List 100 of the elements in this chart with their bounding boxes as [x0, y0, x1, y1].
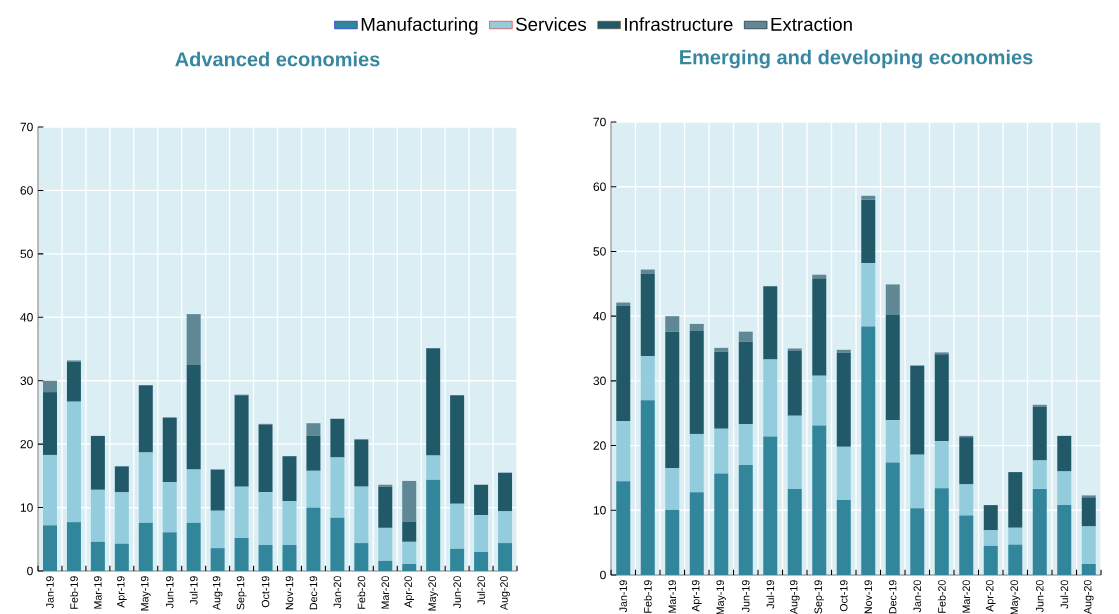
bar: [90, 435, 105, 490]
bar: [498, 472, 513, 512]
bar: [498, 543, 513, 571]
bar: [162, 417, 177, 483]
bar: [616, 420, 631, 482]
bar: [983, 505, 998, 531]
bar: [885, 462, 900, 575]
bar: [474, 484, 489, 516]
bar: [306, 470, 321, 508]
bar: [1008, 527, 1023, 545]
y-tick-label: 40: [20, 313, 33, 322]
x-tick-label: May-20: [428, 576, 439, 611]
bar: [114, 543, 129, 571]
y-tick-label: 60: [593, 182, 606, 191]
bar: [354, 439, 369, 487]
x-tick-label: May-20: [1010, 580, 1021, 614]
x-tick-label: Apr-19: [117, 576, 127, 608]
bar: [138, 522, 153, 571]
x-tick-label: Mar-20: [962, 580, 971, 613]
bar: [330, 457, 345, 518]
bar: [861, 195, 876, 200]
bar: [210, 510, 225, 549]
bar: [138, 385, 153, 453]
bar: [210, 548, 225, 571]
bar: [1081, 564, 1096, 575]
y-tick-label: 10: [593, 506, 606, 515]
legend-label: Infrastructure: [625, 17, 733, 31]
bar: [763, 286, 778, 360]
x-tick-label: Oct-19: [261, 576, 270, 608]
bar: [66, 401, 81, 523]
bar: [306, 435, 321, 471]
x-tick-label: Jul-19: [766, 580, 775, 609]
bar: [714, 428, 729, 474]
x-tick-label: Oct-19: [839, 580, 848, 612]
x-tick-label: Jan-20: [913, 580, 922, 613]
chart-title: Advanced economies: [175, 51, 380, 67]
x-tick-label: Jun-19: [165, 576, 174, 609]
bar: [186, 522, 201, 571]
bar: [306, 423, 321, 436]
bar: [812, 375, 827, 426]
y-tick-label: 20: [593, 441, 606, 450]
bar: [234, 538, 249, 571]
legend-label: Manufacturing: [361, 17, 478, 35]
bar: [90, 541, 105, 571]
bar: [474, 515, 489, 552]
bar: [186, 469, 201, 523]
bar: [861, 199, 876, 264]
y-tick-label: 50: [593, 247, 606, 256]
bar: [689, 331, 704, 434]
chart-title: Emerging and developing economies: [680, 49, 1033, 69]
bar: [1032, 460, 1047, 489]
bar: [616, 302, 631, 306]
bar: [689, 492, 704, 575]
x-tick-label: Mar-19: [94, 576, 102, 609]
x-tick-label: Jan-19: [46, 576, 54, 609]
x-tick-label: Jul-19: [189, 576, 198, 605]
x-tick-label: Sep-19: [236, 576, 247, 610]
bar: [616, 481, 631, 575]
bar: [983, 545, 998, 575]
bar: [426, 479, 441, 571]
x-tick-label: Jul-20: [1060, 580, 1069, 609]
bar: [738, 341, 753, 425]
bar: [42, 525, 57, 571]
bar: [934, 488, 949, 575]
x-tick-label: Nov-19: [864, 580, 873, 614]
bar: [812, 425, 827, 575]
x-tick-label: Aug-19: [212, 576, 223, 611]
bar: [450, 395, 465, 504]
y-tick-label: 70: [593, 117, 606, 127]
bar: [210, 469, 225, 511]
bar: [983, 530, 998, 546]
bar: [787, 348, 802, 352]
bar: [1081, 526, 1096, 564]
y-tick-label: 10: [20, 503, 33, 512]
bar: [498, 511, 513, 544]
bar: [378, 486, 393, 528]
bar: [861, 263, 876, 327]
x-tick-label: Feb-20: [937, 580, 946, 613]
bar: [474, 551, 489, 571]
bar: [114, 466, 129, 493]
bar: [1032, 406, 1047, 461]
bar: [42, 392, 57, 455]
bar: [402, 521, 417, 542]
x-tick-label: Sep-19: [814, 580, 825, 614]
bar: [959, 437, 974, 485]
bar: [836, 352, 851, 447]
x-tick-label: Jun-20: [453, 576, 461, 609]
bar: [402, 541, 417, 565]
bar: [787, 351, 802, 416]
bar: [812, 274, 827, 279]
bar: [640, 400, 655, 575]
bar: [934, 441, 949, 489]
bar: [234, 395, 249, 487]
bar: [162, 482, 177, 533]
x-tick-label: Dec-19: [309, 576, 318, 610]
x-tick-label: Dec-19: [888, 580, 897, 614]
x-tick-label: Feb-20: [357, 576, 366, 609]
bar: [378, 560, 393, 571]
x-tick-label: May-19: [140, 576, 151, 611]
bar: [450, 503, 465, 549]
